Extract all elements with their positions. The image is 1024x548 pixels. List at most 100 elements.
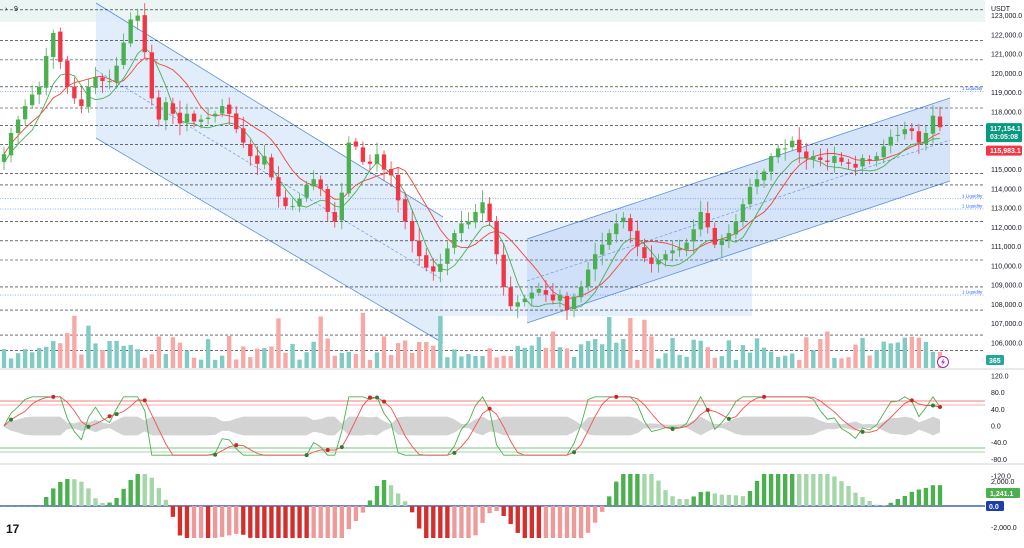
candle (184, 103, 190, 132)
macd-bar (487, 506, 492, 514)
candle-body (860, 158, 865, 167)
candle (142, 3, 147, 59)
macd-bar (881, 505, 886, 506)
tradingview-logo[interactable]: 17 (6, 522, 20, 536)
candle (22, 99, 28, 125)
volume-bar (339, 352, 344, 368)
candle (198, 114, 204, 129)
volume-bar (198, 359, 204, 368)
candle (318, 175, 323, 197)
volume-bar (515, 345, 520, 368)
volume-bar (452, 349, 457, 368)
lightning-icon[interactable] (937, 356, 949, 368)
rsi-tick-label: 120.0 (991, 374, 1009, 381)
ascending-channel-bottom (526, 180, 951, 324)
volume-bar (360, 312, 366, 368)
candle-body (128, 19, 133, 44)
candle (121, 33, 126, 70)
candle-body (487, 203, 492, 222)
volume-bar (754, 338, 760, 368)
candle (740, 198, 746, 227)
candle (543, 280, 549, 302)
rsi-panel[interactable]: 120.0 80.0 40.0 0.0 -40.0 -80.0 -120.0 (0, 374, 1011, 481)
price-panel[interactable]: 1 Liquidity 1 Liquidity 1 Liquidity 1 Liqui… (0, 0, 985, 368)
macd-bar (424, 506, 429, 538)
price-axis[interactable]: USDT 123,000.0 122,000.0 121,000.0 120,000.… (985, 0, 1024, 543)
macd-bar (142, 474, 147, 506)
macd-bar (177, 506, 183, 536)
candle-body (234, 113, 239, 130)
volume-bar (726, 340, 732, 368)
volume-bar (276, 318, 281, 368)
volume-bar (684, 356, 689, 368)
candle-body (754, 179, 760, 187)
candle (128, 12, 133, 48)
macd-bar (409, 506, 415, 513)
candle-body (100, 77, 105, 82)
price-tick-label: 121,000.0 (991, 52, 1022, 59)
volume-bar (58, 343, 63, 368)
volume-bar (163, 354, 169, 368)
rsi-lines (3, 395, 941, 456)
volume-bar (670, 337, 675, 368)
volume-bar (367, 359, 373, 368)
candle-body (44, 56, 49, 88)
symbol-header[interactable]: › 9 (5, 6, 18, 13)
candle-body (698, 211, 703, 230)
macd-bar (290, 506, 295, 538)
macd-bar (65, 479, 70, 506)
macd-bar (241, 506, 246, 535)
macd-zero-value: 0.0 (989, 504, 999, 511)
candle-body (916, 131, 922, 143)
macd-bar (445, 506, 450, 538)
volume-bar (107, 341, 112, 368)
collapse-chevron-icon[interactable]: › (5, 6, 8, 13)
price-tick-label: 111,000.0 (991, 244, 1021, 251)
macd-bar (402, 501, 408, 506)
macd-bar (339, 506, 344, 538)
candle-body (65, 60, 70, 87)
candle (782, 139, 788, 161)
candle (72, 77, 77, 104)
macd-panel[interactable]: 2,000.0 -2,000.0 (0, 474, 1017, 538)
volume-bar (536, 337, 542, 368)
rsi-cross-dot (213, 452, 218, 457)
volume-bar (37, 348, 42, 368)
symbol-label: 9 (14, 6, 18, 13)
candle (424, 248, 429, 272)
rsi-tick-label: 40.0 (991, 407, 1005, 414)
volume-bar (205, 339, 211, 368)
macd-zero-badge: 0.0 (986, 501, 1004, 511)
candle-body (325, 189, 330, 212)
macd-bar (417, 506, 422, 529)
candle (775, 144, 781, 164)
rsi-cross-dot (86, 424, 91, 429)
volume-bar (262, 348, 267, 368)
candle-body (747, 186, 753, 205)
macd-bar (740, 496, 746, 506)
candle-body (452, 233, 457, 248)
ascending-channel-mid (526, 139, 951, 282)
volume-bar (740, 345, 746, 368)
candle-body (51, 32, 56, 57)
macd-bar (360, 506, 366, 513)
candle (832, 146, 837, 173)
volume-bar (712, 357, 717, 368)
candle (902, 121, 907, 140)
candle-body (726, 233, 732, 240)
candle-body (670, 250, 675, 254)
candle-body (276, 177, 281, 197)
liquidity-label: 1 Liquidity (962, 204, 983, 209)
candle-body (248, 143, 253, 157)
candle-body (888, 136, 893, 146)
ma-green-line (3, 47, 941, 309)
candle (438, 253, 443, 283)
candle-body (550, 294, 556, 301)
candle (262, 145, 267, 170)
rsi-cross-dot (382, 399, 387, 404)
candle (768, 153, 774, 181)
macd-bar (318, 506, 323, 538)
macd-bar (51, 488, 56, 506)
